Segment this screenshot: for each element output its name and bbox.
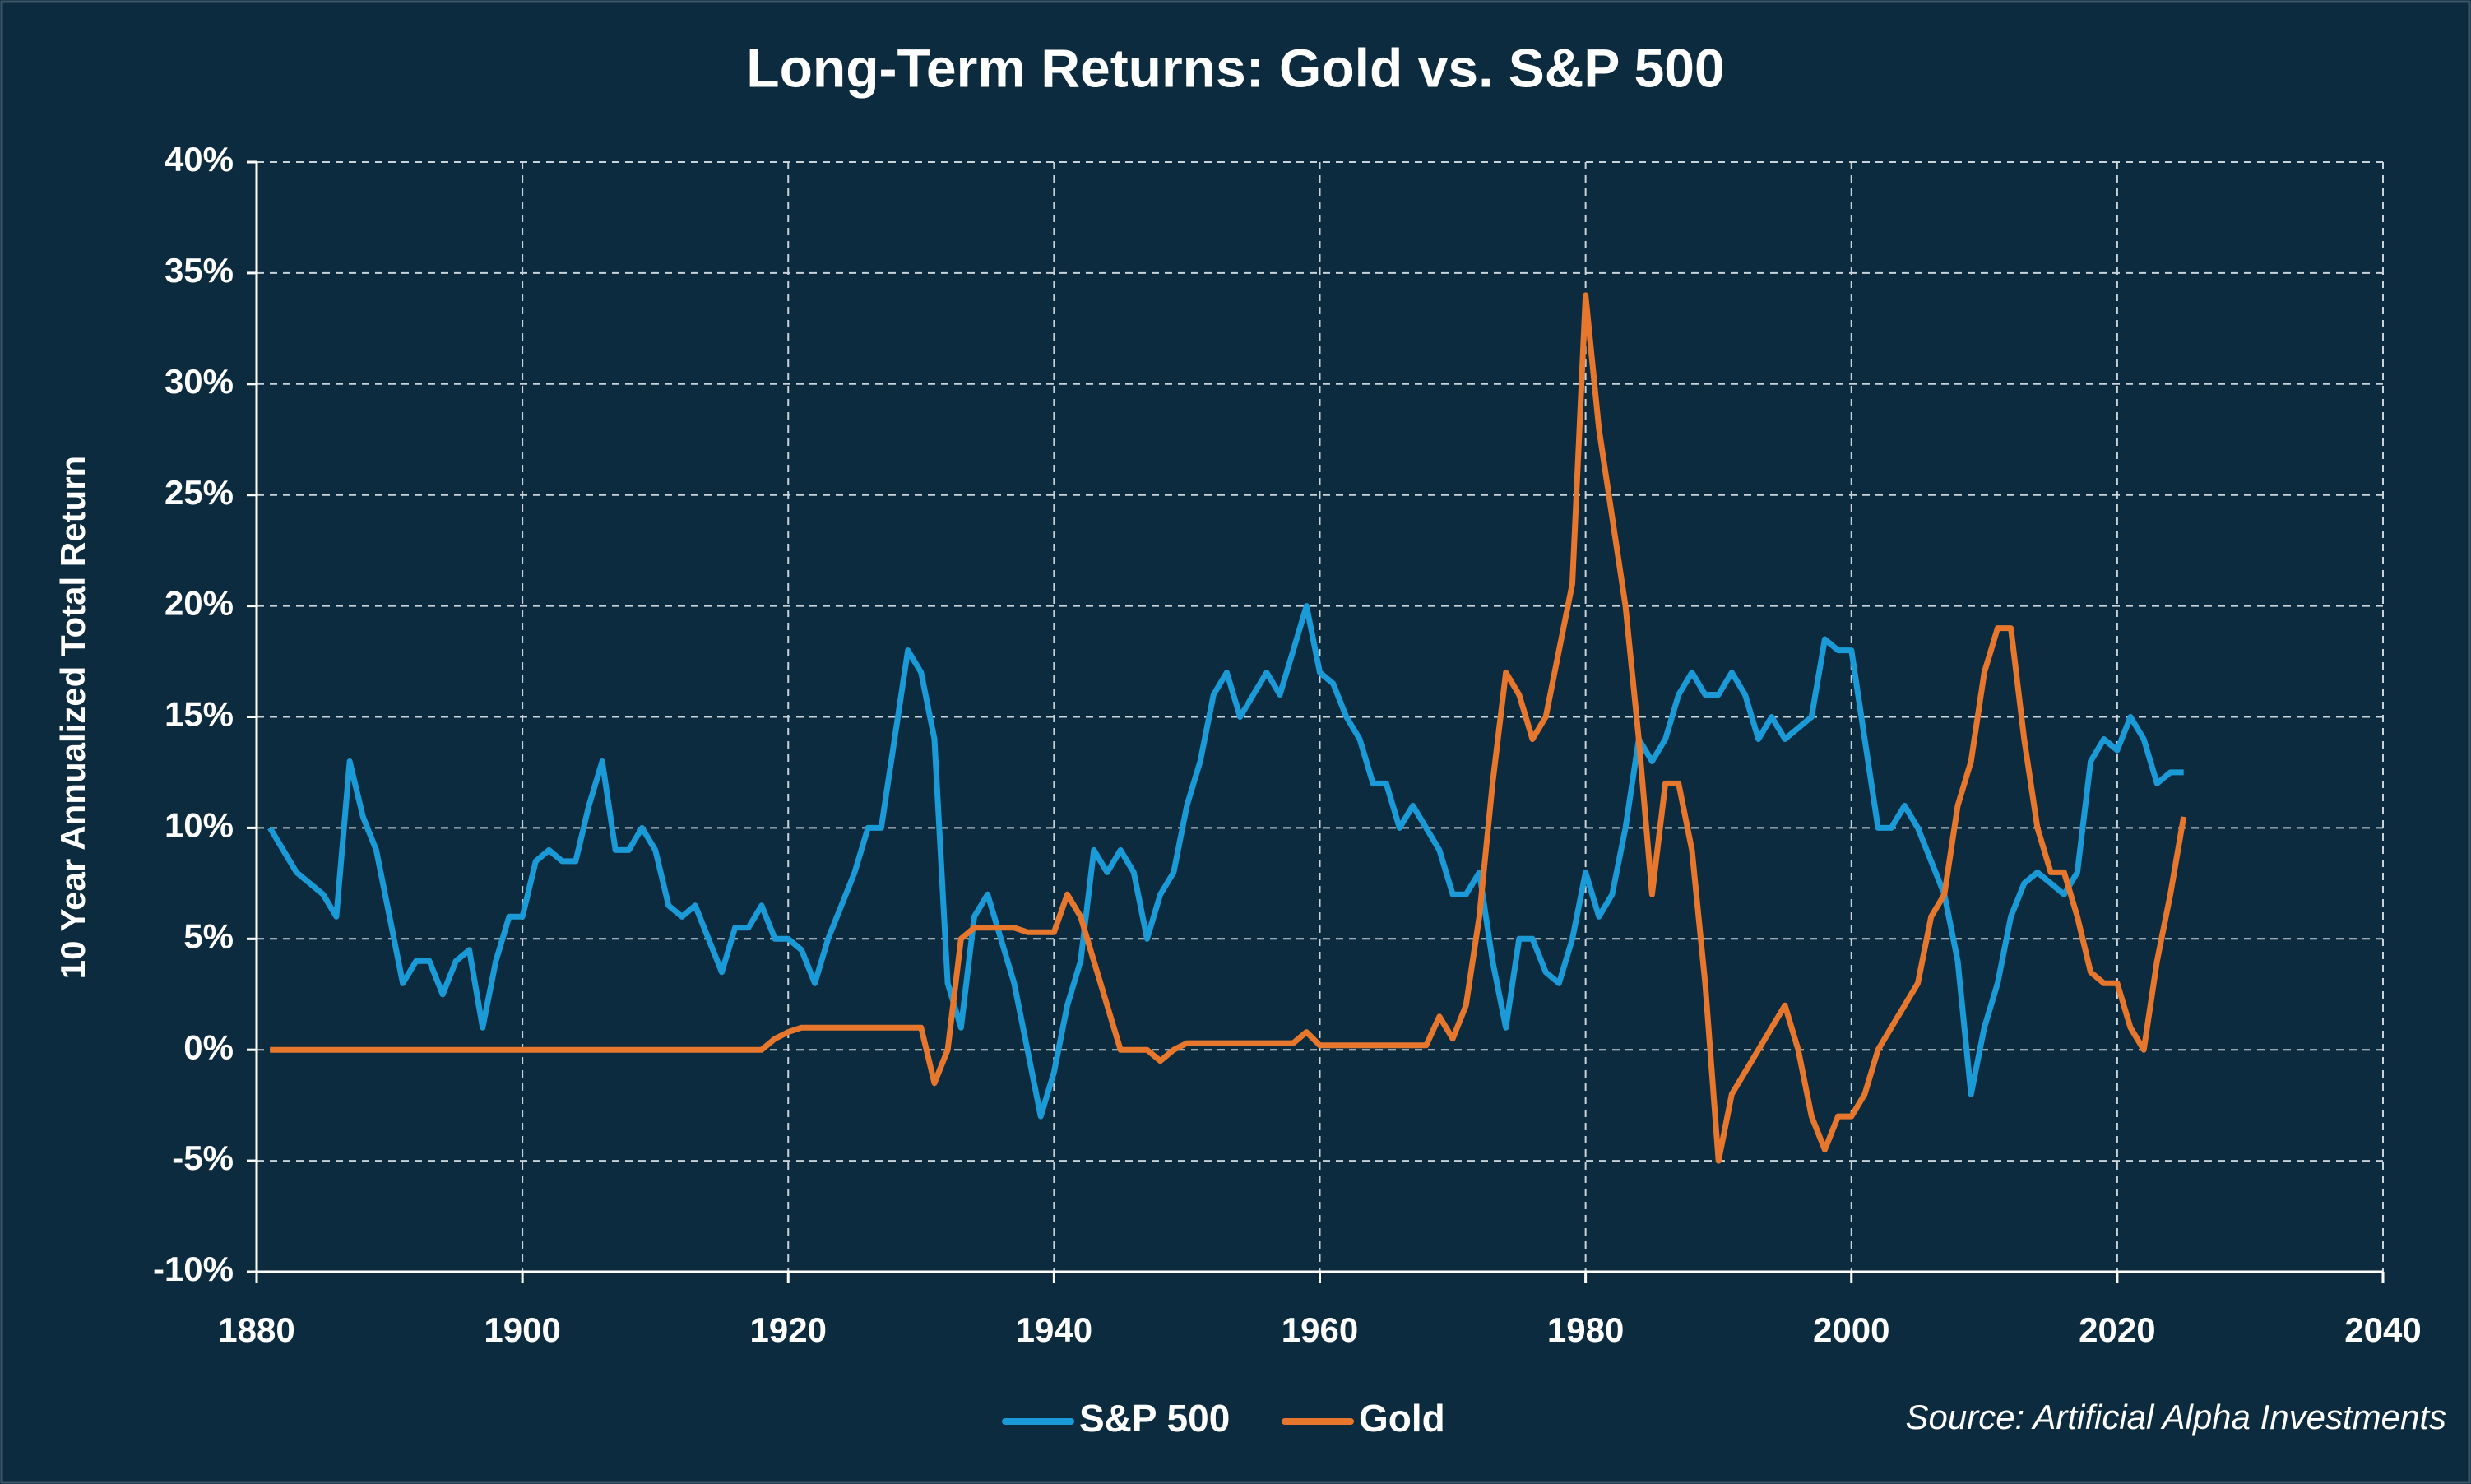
legend-label: Gold (1359, 1397, 1445, 1440)
x-tick-label: 1880 (218, 1310, 294, 1349)
x-tick-label: 1900 (484, 1310, 560, 1349)
y-tick-label: 5% (183, 916, 234, 955)
source-note: Source: Artificial Alpha Investments (1905, 1398, 2446, 1436)
series-line (270, 292, 2187, 1164)
x-tick-label: 2040 (2344, 1310, 2421, 1349)
y-tick-label: 20% (165, 584, 234, 623)
x-tick-label: 1940 (1016, 1310, 1092, 1349)
series-line (267, 603, 2184, 1120)
y-tick-label: 0% (183, 1027, 234, 1066)
chart-title: Long-Term Returns: Gold vs. S&P 500 (746, 37, 1724, 98)
x-tick-label: 2020 (2079, 1310, 2155, 1349)
y-tick-label: 35% (165, 251, 234, 290)
y-tick-label: 25% (165, 473, 234, 512)
x-tick-label: 1960 (1282, 1310, 1358, 1349)
x-tick-label: 1980 (1547, 1310, 1624, 1349)
x-tick-label: 2000 (1813, 1310, 1889, 1349)
y-tick-label: -5% (172, 1139, 234, 1177)
y-tick-label: 10% (165, 805, 234, 844)
y-tick-label: -10% (153, 1250, 234, 1288)
legend-label: S&P 500 (1079, 1397, 1230, 1440)
y-tick-label: 40% (165, 140, 234, 179)
y-tick-label: 30% (165, 362, 234, 401)
x-tick-label: 1920 (750, 1310, 827, 1349)
y-tick-label: 15% (165, 695, 234, 734)
y-axis-label: 10 Year Annualized Total Return (53, 456, 92, 979)
